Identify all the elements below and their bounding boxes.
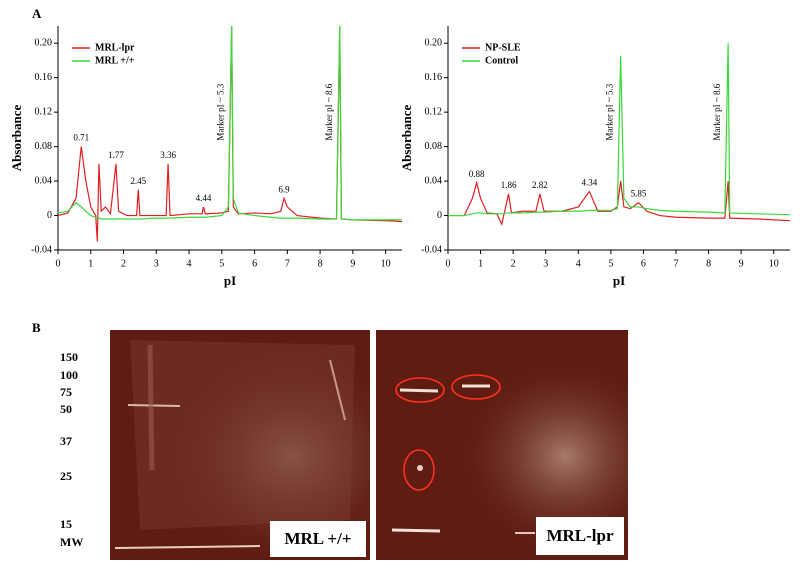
x-tick-label: 7 — [285, 258, 290, 269]
peak-label: 5.85 — [631, 189, 647, 199]
mw-label: 15 — [60, 517, 72, 531]
mw-label: 100 — [60, 368, 78, 382]
y-tick-label: 0 — [47, 210, 52, 221]
x-axis-label: pI — [224, 273, 236, 288]
mw-label: 37 — [60, 434, 72, 448]
gel-images — [110, 330, 628, 560]
peak-label: 3.36 — [160, 150, 176, 160]
y-tick-label: 0.16 — [35, 72, 53, 83]
legend-label: MRL +/+ — [95, 55, 135, 66]
x-tick-label: 10 — [769, 258, 779, 269]
y-tick-label: 0.20 — [35, 38, 53, 49]
y-tick-label: 0 — [437, 210, 442, 221]
x-tick-label: 10 — [381, 258, 391, 269]
y-tick-label: -0.04 — [31, 244, 52, 255]
x-tick-label: 8 — [706, 258, 711, 269]
data-line — [448, 180, 791, 226]
x-tick-label: 1 — [478, 258, 483, 269]
y-tick-label: -0.04 — [421, 244, 442, 255]
y-tick-label: 0.12 — [425, 106, 443, 117]
mw-label: 25 — [60, 469, 72, 483]
x-tick-label: 6 — [252, 258, 257, 269]
y-tick-label: 0.16 — [425, 72, 443, 83]
data-line — [57, 25, 403, 242]
x-tick-label: 3 — [543, 258, 548, 269]
x-tick-label: 7 — [674, 258, 679, 269]
legend-label: NP-SLE — [485, 42, 521, 53]
peak-label: 4.34 — [581, 177, 597, 187]
peak-label: 6.9 — [278, 184, 290, 194]
mw-label: 150 — [60, 350, 78, 364]
y-tick-label: 0.08 — [35, 141, 53, 152]
y-axis-label: Absorbance — [399, 105, 414, 172]
marker-label: Marker pI ~ 8.6 — [712, 83, 722, 140]
panel-label: A — [32, 6, 42, 21]
x-tick-label: 9 — [350, 258, 355, 269]
x-tick-label: 6 — [641, 258, 646, 269]
x-tick-label: 1 — [88, 258, 93, 269]
mw-label: 75 — [60, 385, 72, 399]
y-tick-label: 0.04 — [35, 175, 53, 186]
x-tick-label: 3 — [154, 258, 159, 269]
x-tick-label: 0 — [446, 258, 451, 269]
mw-label: 50 — [60, 402, 72, 416]
peak-label: 0.71 — [73, 133, 89, 143]
x-tick-label: 2 — [121, 258, 126, 269]
data-line — [448, 43, 791, 217]
lane-label: MRL +/+ — [284, 529, 351, 548]
y-tick-label: 0.20 — [425, 38, 443, 49]
lane-label: MRL-lpr — [546, 526, 614, 545]
peak-label: 2.82 — [532, 180, 548, 190]
panel-label: B — [32, 320, 41, 335]
legend-label: Control — [485, 55, 518, 66]
x-tick-label: 5 — [608, 258, 613, 269]
x-tick-label: 2 — [511, 258, 516, 269]
peak-label: 1.86 — [501, 180, 517, 190]
marker-label: Marker pI ~ 5.3 — [605, 83, 615, 140]
x-tick-label: 8 — [318, 258, 323, 269]
peak-label: 4.44 — [196, 193, 212, 203]
y-tick-label: 0.04 — [425, 175, 443, 186]
peak-label: 2.45 — [130, 176, 146, 186]
x-tick-label: 0 — [56, 258, 61, 269]
x-tick-label: 4 — [187, 258, 192, 269]
x-tick-label: 9 — [739, 258, 744, 269]
marker-label: Marker pI ~ 8.6 — [324, 83, 334, 140]
x-tick-label: 4 — [576, 258, 581, 269]
marker-label: Marker pI ~ 5.3 — [216, 83, 226, 140]
y-tick-label: 0.12 — [35, 106, 53, 117]
x-tick-label: 5 — [219, 258, 224, 269]
y-tick-label: 0.08 — [425, 141, 443, 152]
peak-label: 0.88 — [469, 169, 485, 179]
y-axis-label: Absorbance — [9, 105, 24, 172]
mw-title: MW — [60, 535, 83, 549]
data-line — [57, 25, 402, 221]
x-axis-label: pI — [613, 273, 625, 288]
peak-label: 1.77 — [108, 150, 124, 160]
legend-label: MRL-lpr — [95, 42, 135, 53]
